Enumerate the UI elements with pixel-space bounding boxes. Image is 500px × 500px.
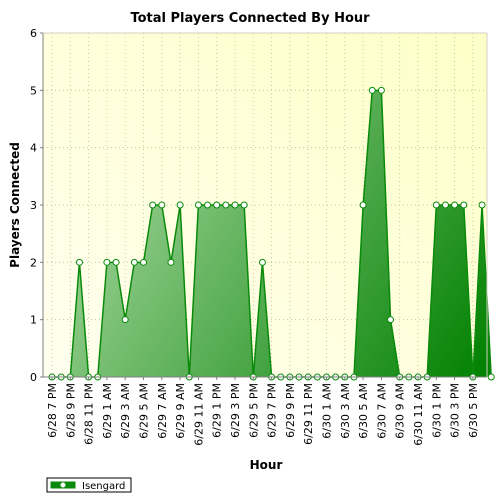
x-tick-label: 6/29 5 PM xyxy=(247,383,260,438)
y-tick-label: 3 xyxy=(30,199,37,212)
x-tick-label: 6/30 7 AM xyxy=(375,383,388,439)
x-tick-label: 6/28 9 PM xyxy=(64,383,77,438)
x-tick-label: 6/30 1 PM xyxy=(430,383,443,438)
data-point xyxy=(167,258,175,266)
y-tick-label: 0 xyxy=(30,371,37,384)
data-point xyxy=(377,86,385,94)
legend: Isengard xyxy=(46,477,132,493)
x-tick-label: 6/30 9 AM xyxy=(394,383,407,439)
x-tick-label: 6/29 9 PM xyxy=(284,383,297,438)
plot-area: 0 1 2 3 4 5 6 6/28 7 PM 6/28 9 PM 6/28 11 PM 6/29 … xyxy=(30,27,495,446)
data-point xyxy=(194,201,202,209)
data-point xyxy=(204,201,212,209)
y-tick-label: 2 xyxy=(30,256,37,269)
x-axis-label: Hour xyxy=(250,458,283,472)
x-tick-label: 6/30 3 PM xyxy=(449,383,462,438)
x-tick-label: 6/29 5 AM xyxy=(138,383,151,439)
data-point xyxy=(441,201,449,209)
x-tick-label: 6/30 11 AM xyxy=(412,383,425,446)
x-tick-label: 6/29 11 PM xyxy=(302,383,315,445)
x-tick-label: 6/28 7 PM xyxy=(46,383,59,438)
data-point xyxy=(487,373,495,381)
data-point xyxy=(75,258,83,266)
x-tick-label: 6/29 9 AM xyxy=(174,383,187,439)
x-tick-label: 6/30 5 PM xyxy=(467,383,480,438)
data-point xyxy=(240,201,248,209)
x-tick-label: 6/30 1 AM xyxy=(321,383,334,439)
data-point xyxy=(140,258,147,266)
y-axis-label: Players Connected xyxy=(8,142,22,268)
x-tick-label: 6/28 11 PM xyxy=(83,383,96,445)
legend-entry-label: Isengard xyxy=(82,481,125,492)
x-tick-label: 6/29 1 PM xyxy=(211,383,224,438)
x-tick-label: 6/29 7 PM xyxy=(266,383,279,438)
data-point xyxy=(130,258,138,266)
data-point xyxy=(258,258,266,266)
x-tick-label: 6/29 3 PM xyxy=(229,383,242,438)
data-point xyxy=(478,201,486,209)
data-point xyxy=(451,201,459,209)
data-point xyxy=(387,316,395,324)
data-point xyxy=(368,86,376,94)
data-point xyxy=(149,201,157,209)
data-point xyxy=(359,201,367,209)
data-point xyxy=(121,316,129,324)
data-point xyxy=(213,201,221,209)
data-point xyxy=(112,258,120,266)
data-point xyxy=(103,258,111,266)
y-tick-label: 1 xyxy=(30,314,37,327)
x-tick-label: 6/29 11 AM xyxy=(192,383,205,446)
data-point xyxy=(158,201,166,209)
data-point xyxy=(222,201,230,209)
legend-marker xyxy=(59,481,67,489)
series-area-isengard xyxy=(52,90,492,377)
chart-title: Total Players Connected By Hour xyxy=(130,11,370,26)
y-tick-label: 6 xyxy=(30,27,37,40)
x-tick-label: 6/30 5 AM xyxy=(357,383,370,439)
data-point xyxy=(432,201,440,209)
x-tick-label: 6/29 3 AM xyxy=(119,383,132,439)
data-point xyxy=(231,201,239,209)
data-point xyxy=(176,201,184,209)
x-tick-label: 6/29 1 AM xyxy=(101,383,114,439)
x-tick-label: 6/30 3 AM xyxy=(339,383,352,439)
data-point xyxy=(460,201,468,209)
x-tick-label: 6/29 7 AM xyxy=(156,383,169,439)
y-tick-label: 4 xyxy=(30,142,37,155)
y-tick-label: 5 xyxy=(30,84,37,97)
